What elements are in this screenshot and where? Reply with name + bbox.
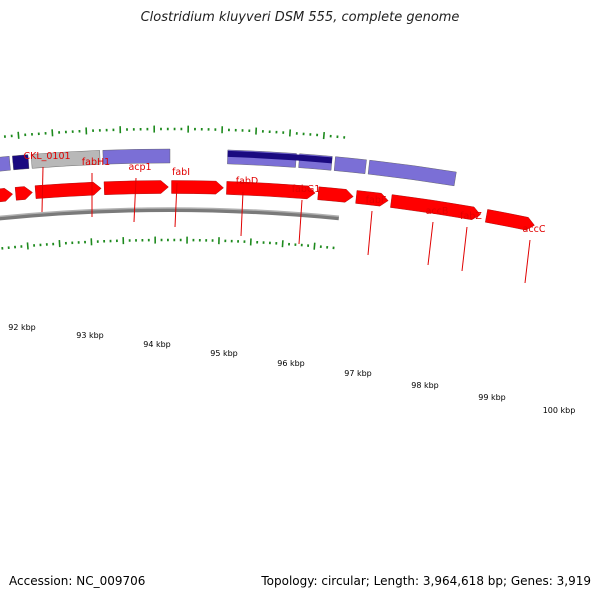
kbp-labels: 92 kbp 93 kbp 94 kbp 95 kbp 96 kbp 97 kbp 98 k… xyxy=(8,323,575,415)
cds-arrow xyxy=(355,190,389,207)
genome-summary: Topology: circular; Length: 3,964,618 bp… xyxy=(261,574,591,588)
cds-arrow xyxy=(317,186,354,203)
label-leader xyxy=(427,221,434,266)
gene-feature xyxy=(30,150,101,169)
gene-feature xyxy=(367,159,457,187)
kbp-label: 100 kbp xyxy=(543,406,576,415)
gene-feature xyxy=(0,156,11,172)
kbp-label: 96 kbp xyxy=(277,359,305,368)
backbone-line-shade xyxy=(0,207,340,218)
label-leader xyxy=(240,191,244,237)
label-leader xyxy=(298,199,303,245)
label-leader xyxy=(174,182,178,228)
cds-arrow xyxy=(390,194,481,220)
tick-mark xyxy=(26,242,29,250)
gene-label: CKL_0101 xyxy=(23,151,70,162)
gene-labels: CKL_0101 fabH1 acp1 fabI fabD fabG1 fabF accB fa… xyxy=(23,151,546,284)
cds-arrow xyxy=(0,188,13,203)
backbone-line xyxy=(0,208,340,221)
label-leader xyxy=(461,226,468,272)
label-leader xyxy=(133,177,137,223)
gene-label: fabH1 xyxy=(82,157,110,168)
tick-mark xyxy=(322,131,325,140)
kbp-label: 97 kbp xyxy=(344,369,372,378)
kbp-label: 99 kbp xyxy=(478,393,506,402)
tick-mark xyxy=(313,242,316,250)
label-leader xyxy=(524,239,531,284)
gene-label: accC xyxy=(523,224,546,235)
cds-arrow xyxy=(485,209,535,231)
label-leader xyxy=(41,166,44,213)
accession: Accession: NC_009706 xyxy=(9,574,146,588)
gene-feature xyxy=(102,148,171,165)
gene-feature-highlight xyxy=(12,155,29,163)
kbp-label: 95 kbp xyxy=(210,349,238,358)
gene-label: fabG1 xyxy=(292,184,321,195)
gene-label: fabF xyxy=(366,195,387,206)
gene-feature xyxy=(333,156,367,174)
gene-label: fabI xyxy=(172,167,190,178)
feature-track xyxy=(0,148,457,187)
gene-label: fabD xyxy=(236,176,259,187)
map-title: Clostridium kluyveri DSM 555, complete g… xyxy=(140,10,460,25)
cds-arrow xyxy=(226,181,316,200)
cds-arrow xyxy=(171,180,224,195)
gene-feature-highlight xyxy=(227,150,333,164)
inner-tick-ring xyxy=(1,236,335,250)
kbp-label: 93 kbp xyxy=(76,331,104,340)
kbp-label: 98 kbp xyxy=(411,381,439,390)
cds-arrow xyxy=(14,186,33,201)
cds-arrow xyxy=(34,181,102,199)
gene-label: fabZ xyxy=(460,211,482,222)
outer-tick-ring xyxy=(3,125,346,140)
kbp-label: 94 kbp xyxy=(143,340,171,349)
kbp-label: 92 kbp xyxy=(8,323,36,332)
cds-track xyxy=(0,180,535,231)
label-leader xyxy=(367,210,373,256)
cds-arrow xyxy=(103,180,169,195)
gene-label: acp1 xyxy=(128,162,151,173)
gene-label: accB xyxy=(426,206,449,217)
tick-mark xyxy=(17,131,20,139)
